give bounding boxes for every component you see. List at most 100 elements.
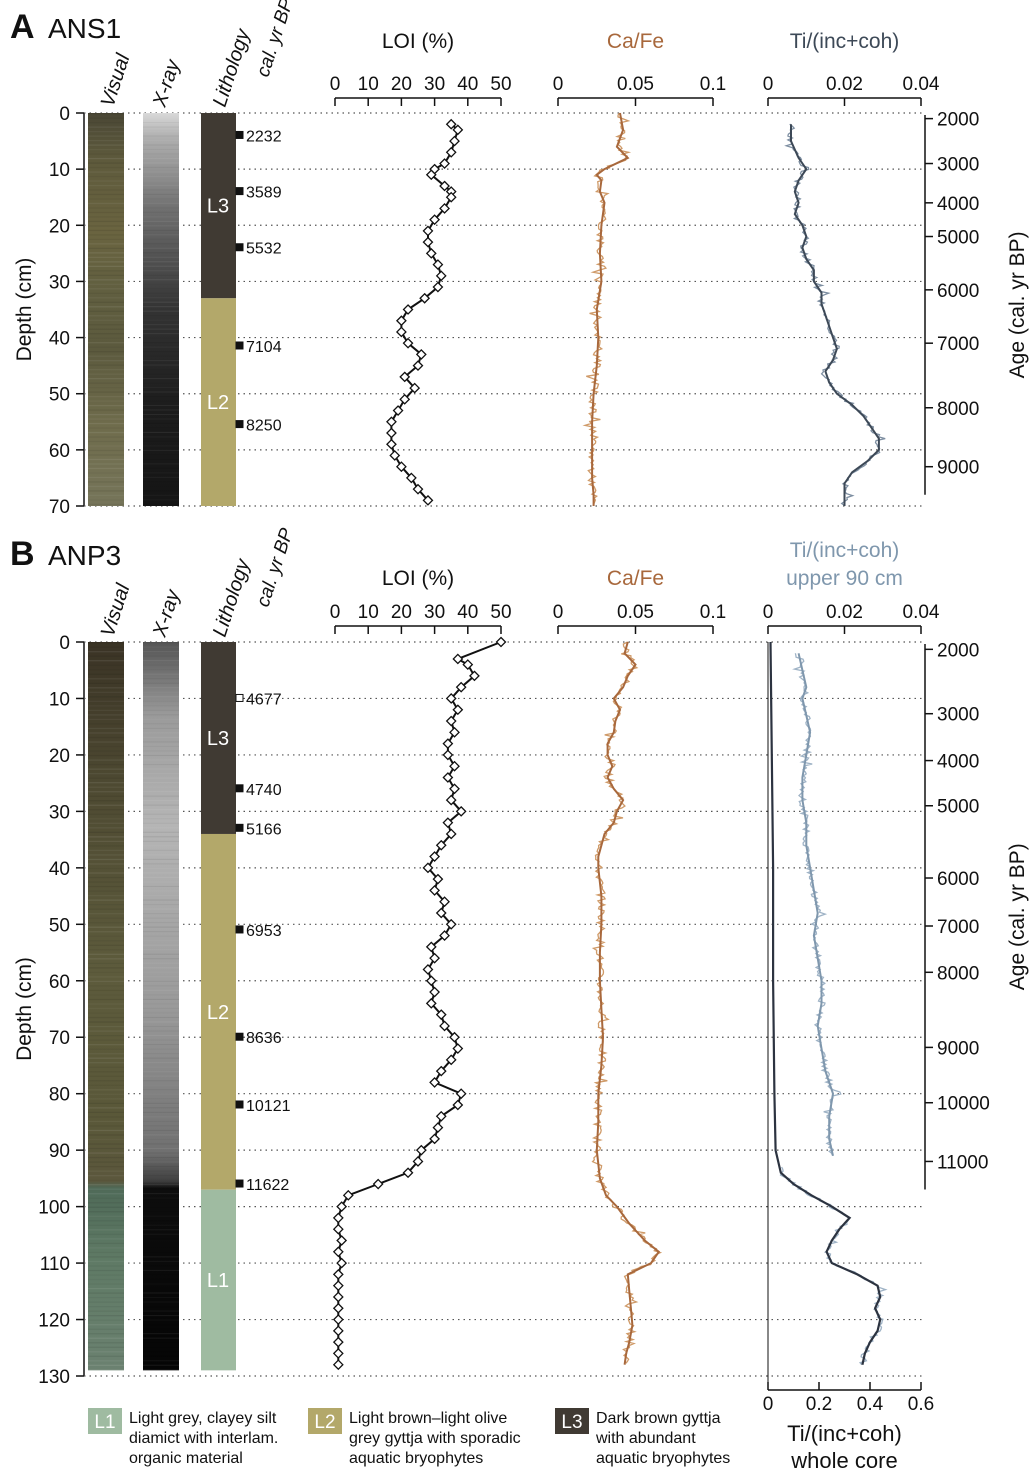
panel-b-loi-point [445, 794, 457, 806]
panel-a-visual-band [88, 427, 124, 429]
panel-b-loi-point [429, 1133, 441, 1145]
panel-b-visual-band [88, 1003, 124, 1004]
panel-a-xray-band [143, 356, 179, 357]
panel-a-loi-point [425, 169, 437, 181]
panel-a-xray-band [143, 458, 179, 460]
panel-b-visual-band [88, 651, 124, 653]
panel-a-xray-band [143, 436, 179, 438]
panel-b-visual-band [88, 1202, 124, 1204]
panel-b-date-label: 4740 [246, 782, 282, 799]
panel-b-visual-band [88, 669, 124, 670]
panel-b-xray-band [143, 1315, 179, 1317]
panel-a-visual-band [88, 288, 124, 290]
panel-b-loi-point [332, 1223, 344, 1235]
panel-b-visual-band [88, 1256, 124, 1258]
panel-b-visual-band [88, 1107, 124, 1109]
panel-b-visual-band [88, 989, 124, 992]
panel-a-cafe-line [591, 112, 630, 506]
panel-b-visual-band [88, 1094, 124, 1095]
panel-b-loi-point [445, 1054, 457, 1066]
panel-a-visual-band [88, 310, 124, 312]
panel-b-xray-band [143, 831, 179, 833]
panel-b-xray-strip [143, 642, 179, 1371]
panel-b-depth-tick-label: 120 [38, 1311, 70, 1332]
panel-b-xray-band [143, 922, 179, 924]
panel-a-xray-band [143, 135, 179, 137]
panel-b-loi-point [462, 659, 474, 671]
panel-a-loi-tick-label: 20 [391, 74, 412, 95]
panel-a-age-tick-label: 6000 [937, 281, 979, 302]
panel-a-loi-tick-label: 10 [358, 74, 379, 95]
panel-b-loi-point [336, 1257, 348, 1269]
panel-a-visual-band [88, 292, 124, 294]
panel-b-xray-band [143, 881, 179, 883]
panel-b-xray-band [143, 885, 179, 888]
panel-a-visual-band [88, 234, 124, 236]
panel-b-ti-upper-raw-line [792, 653, 842, 1156]
panel-a-xray-band [143, 454, 179, 456]
panel-a-visual-band [88, 351, 124, 353]
panel-b-visual-band [88, 1129, 124, 1132]
panel-b-visual-band [88, 822, 124, 824]
panel-a-xray-band [143, 413, 179, 416]
panel-a-visual-band [88, 355, 124, 357]
panel-a-xray-band [143, 338, 179, 339]
panel-b-loi-tick-label: 50 [490, 602, 511, 623]
panel-b-visual-band [88, 1229, 124, 1231]
panel-a-date-label: 7104 [246, 339, 282, 356]
panel-b-visual-band [88, 1025, 124, 1028]
panel-b-loi-tick-label: 20 [391, 602, 412, 623]
panel-b-visual-band [88, 972, 124, 973]
panel-b-visual-band [88, 1310, 124, 1312]
panel-b-visual-band [88, 646, 124, 648]
panel-b-depth-tick-label: 70 [49, 1028, 70, 1049]
panel-b-visual-band [88, 1337, 124, 1339]
panel-b-visual-band [88, 795, 124, 797]
panel-a-visual-band [88, 449, 124, 452]
panel-b-date-marker [235, 1100, 244, 1109]
panel-b-visual-band [88, 1071, 124, 1073]
panel-b-xray-band [143, 732, 179, 734]
panel-b-visual-band [88, 736, 124, 739]
panel-b-visual-band [88, 903, 124, 906]
panel-a-xray-band [143, 503, 179, 505]
panel-a-loi-point [422, 225, 434, 237]
panel-b-xray-band [143, 1098, 179, 1099]
panel-b-depth-tick-label: 20 [49, 746, 70, 767]
panel-a-visual-band [88, 283, 124, 285]
panel-b-xray-band [143, 849, 179, 851]
legend-text: aquatic bryophytes [596, 1450, 730, 1467]
panel-a-loi-point [399, 371, 411, 383]
panel-b-visual-band [88, 1143, 124, 1145]
panel-b-xray-band [143, 1048, 179, 1050]
panel-a-visual-band [88, 121, 124, 124]
panel-b-xray-band [143, 958, 179, 960]
panel-a-visual-band [88, 382, 124, 384]
panel-b-xray-band [143, 701, 179, 702]
panel-b-visual-band [88, 1193, 124, 1195]
legend-swatch-l3 [555, 1408, 589, 1434]
panel-b-xray-band [143, 1198, 179, 1199]
panel-b-depth-tick-label: 80 [49, 1085, 70, 1106]
panel-b-age-tick-label: 11000 [937, 1152, 988, 1173]
panel-b-xray-band [143, 872, 179, 874]
panel-a-date-marker [235, 187, 244, 196]
panel-b-visual-band [88, 1053, 124, 1055]
panel-a-ti-tick-label: 0.04 [903, 74, 940, 95]
panel-b-visual-band [88, 994, 124, 996]
panel-b-xray-band [143, 944, 179, 946]
panel-b-visual-band [88, 1156, 124, 1159]
panel-b-visual-band [88, 1048, 124, 1050]
panel-a-loi-point [435, 270, 447, 282]
panel-b-visual-band [88, 1242, 124, 1245]
panel-a-xray-band [143, 431, 179, 433]
panel-b-depth-tick-label: 40 [49, 859, 70, 880]
panel-b-visual-band [88, 1215, 124, 1217]
panel-b-visual-band [88, 750, 124, 752]
panel-b-loi-point [439, 896, 450, 908]
panel-a-visual-band [88, 391, 124, 393]
panel-b-loi-point [439, 930, 450, 942]
panel-b-xray-band [143, 998, 179, 1000]
panel-a-age-axis-label: Age (cal. yr BP) [1006, 231, 1029, 378]
